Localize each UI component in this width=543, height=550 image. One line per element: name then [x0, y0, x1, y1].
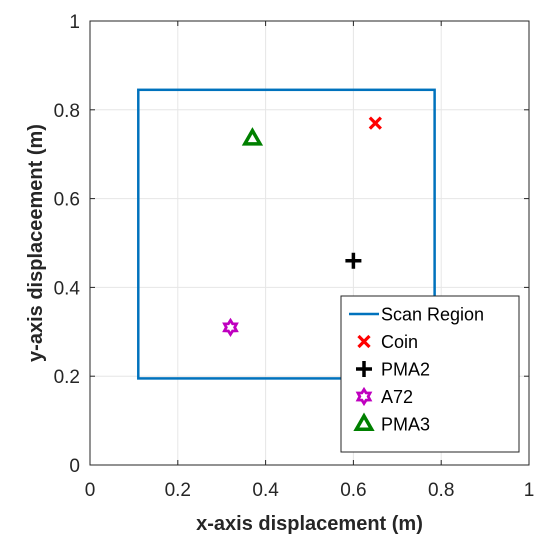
x-tick-label: 0 [85, 480, 96, 501]
legend-marker-coin [357, 334, 371, 349]
data-point-a72 [222, 317, 239, 338]
y-tick-label: 0.6 [54, 190, 80, 211]
data-point-pma3 [241, 127, 264, 146]
data-layer [137, 88, 436, 380]
legend-label: PMA2 [381, 360, 430, 380]
ticks: 0 0.2 0.4 0.6 0.8 1 0 0.2 0.4 0.6 0.8 1 [54, 12, 535, 501]
legend-marker-pma3 [353, 412, 375, 431]
legend-marker-pma2 [356, 361, 372, 377]
legend-label: A72 [381, 387, 413, 407]
x-tick-label: 0.4 [252, 480, 279, 501]
x-axis-label: x-axis displacement (m) [196, 513, 423, 535]
data-point-pma2 [345, 252, 362, 269]
legend-label: Scan Region [381, 305, 484, 325]
data-point-coin [368, 116, 382, 130]
y-tick-label: 0 [69, 456, 80, 477]
legend: Scan Region Coin PMA2 A72 PMA3 [340, 295, 520, 453]
legend-label: Coin [381, 332, 418, 352]
y-axis-label: y-axis displaceement (m) [25, 124, 47, 362]
x-tick-label: 1 [524, 480, 535, 501]
scan-region-outline [137, 88, 436, 380]
y-tick-label: 0.2 [54, 367, 80, 388]
legend-marker-a72 [355, 386, 373, 407]
x-tick-label: 0.6 [340, 480, 366, 501]
y-tick-label: 0.4 [54, 278, 81, 299]
y-tick-label: 0.8 [54, 101, 80, 122]
legend-label: PMA3 [381, 415, 430, 435]
x-tick-label: 0.2 [165, 480, 191, 501]
y-tick-label: 1 [69, 12, 80, 33]
x-tick-label: 0.8 [428, 480, 454, 501]
axes-box [89, 20, 530, 466]
